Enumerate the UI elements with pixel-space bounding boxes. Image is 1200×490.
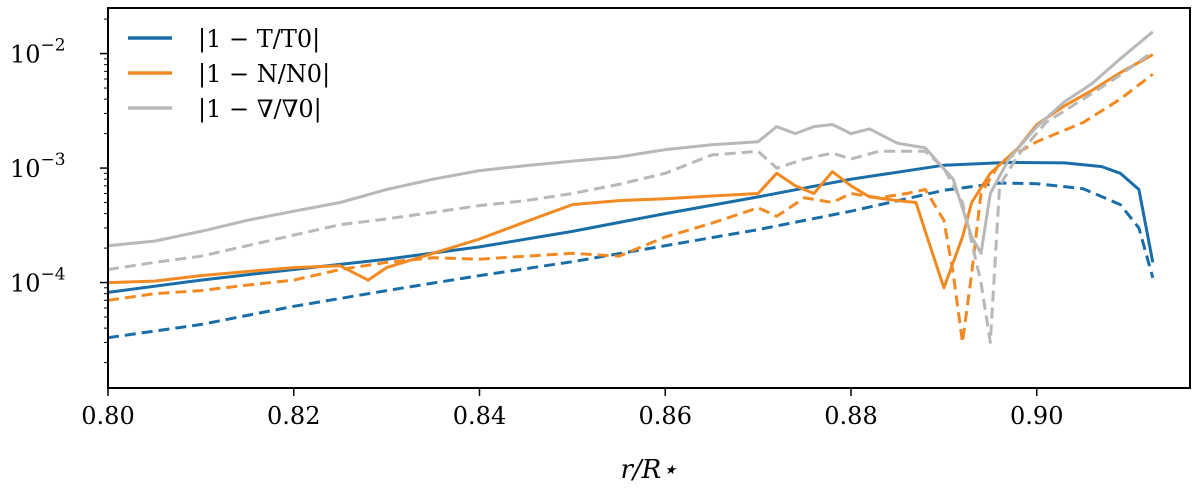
x-axis-label: r/R⋆ xyxy=(620,455,677,485)
legend: |1 − T/T0| |1 − N/N0| |1 − ∇/∇0| xyxy=(128,25,330,124)
x-tick-label: 0.90 xyxy=(1010,402,1063,430)
legend-label-density: |1 − N/N0| xyxy=(198,60,330,89)
y-tick-label: 10−4 xyxy=(10,265,66,298)
series-line-1-dashed xyxy=(107,181,1155,340)
legend-label-temperature: |1 − T/T0| xyxy=(198,25,320,54)
y-tick-label: 10−3 xyxy=(10,150,66,183)
x-tick-label: 0.82 xyxy=(267,402,320,430)
series-line-3-dashed xyxy=(107,73,1154,344)
plot-frame xyxy=(107,7,1191,389)
x-tick-label: 0.84 xyxy=(453,402,506,430)
series-layer xyxy=(107,30,1155,344)
y-tick-label: 10−2 xyxy=(10,36,66,69)
x-tick-label: 0.80 xyxy=(81,402,134,430)
x-axis-ticks: 0.80 0.82 0.84 0.86 0.88 0.90 xyxy=(81,388,1063,430)
x-tick-label: 0.86 xyxy=(639,402,692,430)
legend-label-gradient: |1 − ∇/∇0| xyxy=(198,95,322,124)
series-line-4-solid xyxy=(107,30,1154,255)
x-tick-label: 0.88 xyxy=(824,402,877,430)
series-line-5-dashed xyxy=(107,50,1154,344)
y-axis-ticks: 10−2 10−3 10−4 xyxy=(10,18,108,364)
